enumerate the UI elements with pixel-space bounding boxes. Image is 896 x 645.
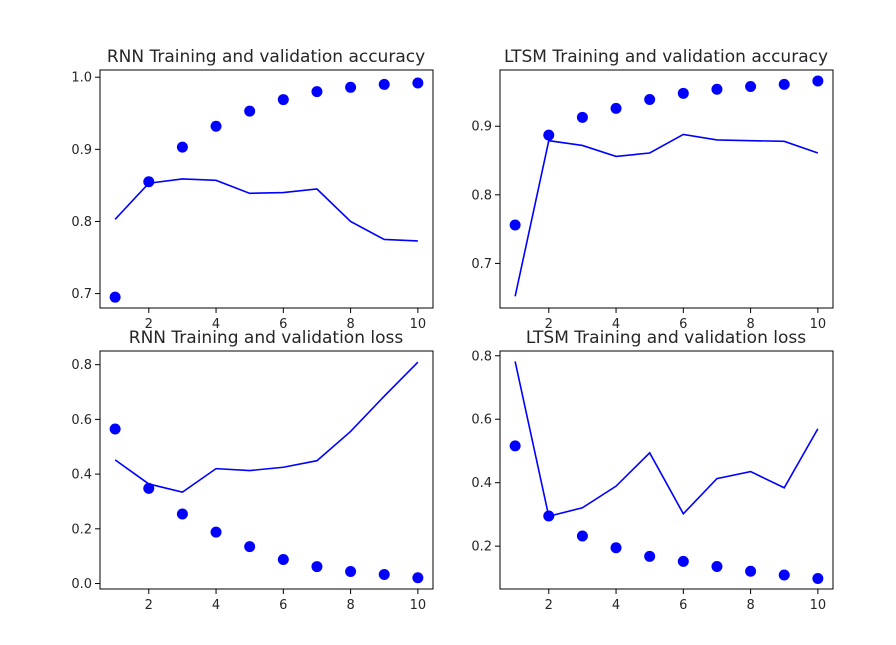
training-point xyxy=(277,94,289,106)
x-tick-label: 10 xyxy=(410,317,427,332)
x-tick-label: 6 xyxy=(679,317,687,332)
training-point xyxy=(610,102,622,114)
training-point xyxy=(176,141,188,153)
y-tick-label: 0.9 xyxy=(471,120,492,135)
training-point xyxy=(244,105,256,117)
x-tick-label: 10 xyxy=(810,317,827,332)
x-tick-label: 2 xyxy=(145,317,153,332)
panel-title: RNN Training and validation loss xyxy=(129,328,404,348)
x-tick-label: 4 xyxy=(212,598,220,613)
training-point xyxy=(812,573,824,585)
x-tick-label: 10 xyxy=(410,598,427,613)
y-tick-label: 0.8 xyxy=(471,349,492,364)
panel-rnn-accuracy: RNN Training and validation accuracy 2 4 6… xyxy=(71,47,434,332)
panel-ltsm-loss: LTSM Training and validation loss 2 4 6 8 10… xyxy=(471,328,834,613)
validation-line xyxy=(114,361,419,494)
y-tick-label: 0.2 xyxy=(471,540,492,555)
x-tick-label: 2 xyxy=(145,598,153,613)
training-point xyxy=(345,81,357,93)
plot-frame xyxy=(499,69,834,309)
plot-frame xyxy=(99,69,434,309)
y-tick-label: 0.2 xyxy=(71,522,92,537)
y-tick-label: 0.6 xyxy=(71,413,92,428)
x-tick-label: 8 xyxy=(746,598,754,613)
x-tick-label: 6 xyxy=(679,598,687,613)
panel-ltsm-accuracy: LTSM Training and validation accuracy 2 4… xyxy=(471,47,834,332)
training-point xyxy=(644,93,656,105)
training-point xyxy=(109,423,121,435)
training-point xyxy=(812,75,824,87)
y-tick-label: 0.7 xyxy=(71,287,92,302)
x-tick-label: 6 xyxy=(279,598,287,613)
training-point xyxy=(576,111,588,123)
x-tick-label: 2 xyxy=(545,598,553,613)
plot-frame xyxy=(99,350,434,590)
training-point xyxy=(176,508,188,520)
plot-frame xyxy=(499,350,834,590)
training-point xyxy=(412,572,424,584)
training-point xyxy=(412,77,424,89)
training-point xyxy=(210,526,222,538)
x-tick-label: 10 xyxy=(810,598,827,613)
panel-title: RNN Training and validation accuracy xyxy=(107,47,425,67)
training-point xyxy=(543,129,555,141)
y-tick-label: 0.8 xyxy=(471,188,492,203)
x-tick-label: 4 xyxy=(612,317,620,332)
training-point xyxy=(143,482,155,494)
training-point xyxy=(677,87,689,99)
y-tick-label: 1.0 xyxy=(71,71,92,86)
training-point xyxy=(576,530,588,542)
x-tick-label: 4 xyxy=(612,598,620,613)
training-point xyxy=(778,78,790,90)
validation-line xyxy=(514,361,819,518)
training-point xyxy=(711,560,723,572)
validation-line xyxy=(114,178,418,242)
panel-title: LTSM Training and validation accuracy xyxy=(504,47,828,67)
y-tick-label: 0.8 xyxy=(71,215,92,230)
training-point xyxy=(378,569,390,581)
training-point xyxy=(345,565,357,577)
training-point xyxy=(210,120,222,132)
training-point xyxy=(711,83,723,95)
training-point xyxy=(311,86,323,98)
training-point xyxy=(745,565,757,577)
training-point xyxy=(610,542,622,554)
y-tick-label: 0.7 xyxy=(471,257,492,272)
y-tick-label: 0.4 xyxy=(71,468,92,483)
y-tick-label: 0.9 xyxy=(71,143,92,158)
panel-rnn-loss: RNN Training and validation loss 2 4 6 8 10 0… xyxy=(71,328,434,613)
training-point xyxy=(143,176,155,188)
training-point xyxy=(277,553,289,565)
training-point xyxy=(244,541,256,553)
training-point xyxy=(509,440,521,452)
y-tick-label: 0.6 xyxy=(471,413,492,428)
training-point xyxy=(677,555,689,567)
training-point xyxy=(109,291,121,303)
training-point xyxy=(311,561,323,573)
x-tick-label: 8 xyxy=(746,317,754,332)
panel-title: LTSM Training and validation loss xyxy=(526,328,806,348)
x-tick-label: 2 xyxy=(545,317,553,332)
training-point xyxy=(378,78,390,90)
x-tick-label: 8 xyxy=(346,317,354,332)
x-tick-label: 4 xyxy=(212,317,220,332)
y-tick-label: 0.4 xyxy=(471,476,492,491)
validation-line xyxy=(514,133,819,297)
x-tick-label: 6 xyxy=(279,317,287,332)
x-tick-label: 8 xyxy=(346,598,354,613)
training-point xyxy=(745,80,757,92)
y-tick-label: 0.8 xyxy=(71,358,92,373)
y-tick-label: 0.0 xyxy=(71,577,92,592)
training-point xyxy=(778,569,790,581)
training-point xyxy=(644,550,656,562)
training-point xyxy=(509,219,521,231)
